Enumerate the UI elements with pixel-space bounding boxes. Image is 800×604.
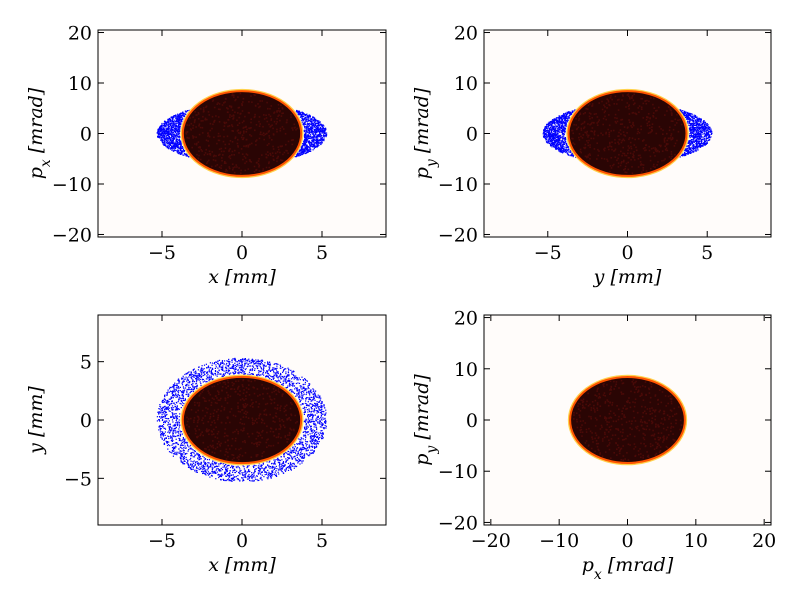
y-tick-label: 20 <box>454 308 478 330</box>
panel-3: −5 0 5 −5 0 5 x [mm] y [mm] <box>25 315 386 576</box>
x-tick-label: 20 <box>752 530 776 552</box>
y-tick-label: −20 <box>438 224 478 246</box>
y-axis-label: px [mrad] <box>25 87 54 179</box>
y-tick-label: 20 <box>68 23 92 45</box>
x-axis-label: px [mrad] <box>582 554 674 583</box>
x-tick-label: −5 <box>534 242 562 264</box>
x-tick-label: −5 <box>148 242 176 264</box>
y-tick-label: −20 <box>438 512 478 534</box>
y-tick-label: −5 <box>64 468 92 490</box>
x-tick-label: 10 <box>684 530 708 552</box>
y-axis-label: py [mrad] <box>411 87 440 179</box>
x-tick-label: 5 <box>701 242 713 264</box>
y-tick-label: −10 <box>52 174 92 196</box>
y-tick-label: 10 <box>454 73 478 95</box>
x-tick-label: −10 <box>539 530 579 552</box>
panel-2: −5 0 5 −20 −10 0 10 20 y [mm] py [mrad] <box>411 23 771 288</box>
y-axis-label: y [mm] <box>25 386 47 455</box>
x-axis-label: x [mm] <box>208 266 276 288</box>
y-tick-label: 0 <box>466 410 478 432</box>
x-tick-label: 5 <box>316 530 328 552</box>
y-tick-label: −20 <box>52 224 92 246</box>
beam-core <box>183 377 301 463</box>
x-tick-label: 0 <box>621 242 633 264</box>
x-tick-label: −5 <box>148 530 176 552</box>
plot-content <box>569 375 687 464</box>
x-axis-label: y [mm] <box>593 266 662 288</box>
y-tick-label: 0 <box>80 410 92 432</box>
y-tick-label: −10 <box>438 461 478 483</box>
x-tick-label: 0 <box>236 530 248 552</box>
x-tick-label: 0 <box>621 530 633 552</box>
y-tick-label: 10 <box>454 359 478 381</box>
y-axis-label: py [mrad] <box>411 374 440 466</box>
y-tick-label: 5 <box>80 352 92 374</box>
x-tick-label: 5 <box>316 242 328 264</box>
y-tick-label: 0 <box>80 124 92 146</box>
y-tick-label: 20 <box>454 23 478 45</box>
beam-core <box>570 377 685 463</box>
x-tick-label: 0 <box>236 242 248 264</box>
y-tick-label: −10 <box>438 174 478 196</box>
y-tick-label: 10 <box>68 73 92 95</box>
x-axis-label: x [mm] <box>208 554 276 576</box>
y-tick-label: 0 <box>466 124 478 146</box>
panel-1: −5 0 5 −20 −10 0 10 20 x [mm] px [mrad] <box>25 23 386 288</box>
